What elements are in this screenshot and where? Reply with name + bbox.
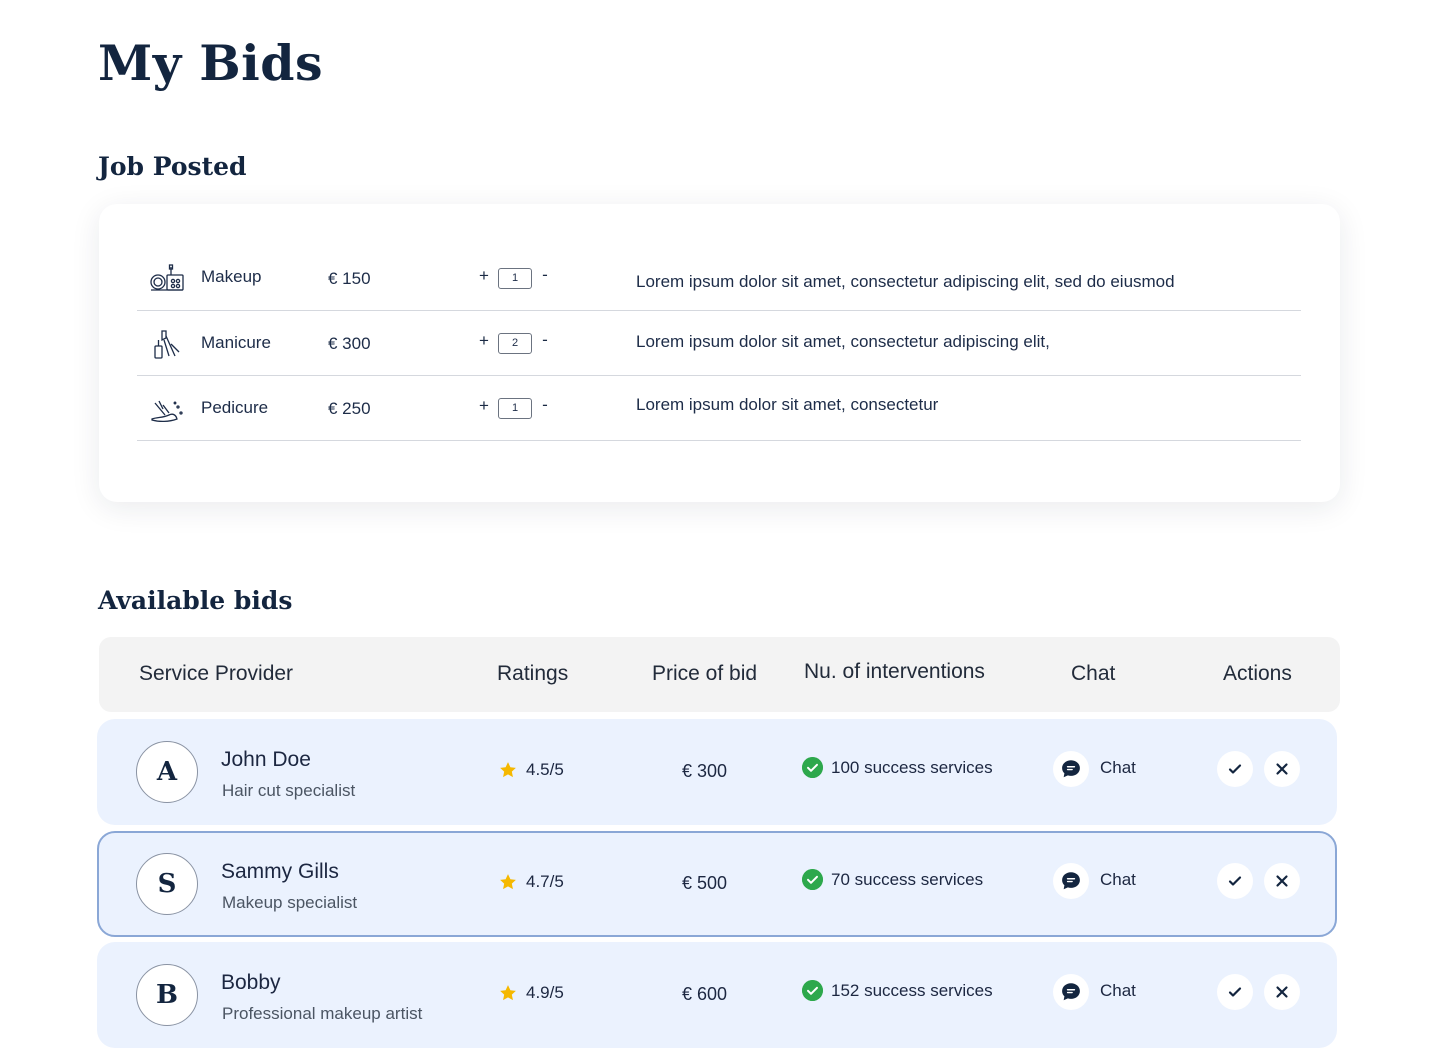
bid-row-selected[interactable]: S Sammy Gills Makeup specialist 4.7/5 € … — [97, 831, 1337, 937]
quantity-decrease-button[interactable]: - — [542, 330, 548, 349]
job-posted-title: Job Posted — [98, 152, 247, 181]
provider-role: Hair cut specialist — [222, 781, 356, 800]
service-price: € 300 — [328, 334, 371, 353]
chat-link[interactable]: Chat — [1100, 870, 1136, 889]
column-header-price: Price of bid — [652, 662, 758, 685]
column-header-ratings: Ratings — [497, 662, 569, 685]
bid-price: € 600 — [682, 984, 728, 1004]
service-name: Manicure — [201, 333, 271, 352]
chat-button[interactable] — [1053, 863, 1089, 899]
chat-button[interactable] — [1053, 751, 1089, 787]
column-header-interventions: Nu. of interventions — [804, 660, 985, 683]
interventions-count: 152 success services — [831, 981, 993, 1000]
interventions-count: 70 success services — [831, 870, 984, 889]
reject-bid-button[interactable] — [1264, 863, 1300, 899]
quantity-increase-button[interactable]: + — [479, 331, 489, 350]
page-title: My Bids — [98, 34, 324, 92]
service-price: € 250 — [328, 399, 371, 418]
bid-price: € 500 — [682, 873, 728, 893]
check-icon — [1228, 876, 1242, 886]
available-bids-title: Available bids — [98, 586, 293, 615]
quantity-decrease-button[interactable]: - — [542, 395, 548, 414]
avatar: B — [136, 964, 198, 1026]
provider-rating: 4.5/5 — [526, 760, 564, 779]
bid-row[interactable]: B Bobby Professional makeup artist 4.9/5… — [97, 942, 1337, 1048]
chat-button[interactable] — [1053, 974, 1089, 1010]
success-check-icon — [802, 869, 823, 890]
accept-bid-button[interactable] — [1217, 863, 1253, 899]
avatar: S — [136, 853, 198, 915]
bid-price: € 300 — [682, 761, 728, 781]
quantity-decrease-button[interactable]: - — [542, 265, 548, 284]
column-header-chat: Chat — [1071, 662, 1116, 685]
service-description: Lorem ipsum dolor sit amet, consectetur … — [636, 272, 1175, 291]
service-description: Lorem ipsum dolor sit amet, consectetur — [636, 395, 939, 414]
provider-rating: 4.7/5 — [526, 872, 564, 891]
provider-name: Sammy Gills — [221, 860, 339, 883]
quantity-increase-button[interactable]: + — [479, 396, 489, 415]
quantity-increase-button[interactable]: + — [479, 266, 489, 285]
chat-link[interactable]: Chat — [1100, 981, 1136, 1000]
star-icon — [500, 985, 516, 1001]
chat-bubble-icon — [1062, 983, 1080, 1001]
chat-bubble-icon — [1062, 872, 1080, 890]
provider-rating: 4.9/5 — [526, 983, 564, 1002]
provider-role: Professional makeup artist — [222, 1004, 423, 1023]
service-price: € 150 — [328, 269, 371, 288]
reject-bid-button[interactable] — [1264, 974, 1300, 1010]
makeup-icon — [150, 264, 184, 291]
check-icon — [1228, 764, 1242, 774]
interventions-count: 100 success services — [831, 758, 993, 777]
job-service-row: Pedicure € 250 + 1 - Lorem ipsum dolor s… — [137, 376, 1301, 441]
avatar: A — [136, 741, 198, 803]
close-icon — [1276, 986, 1288, 998]
job-service-row: Makeup € 150 + 1 - Lorem ipsum dolor sit… — [137, 246, 1301, 311]
service-name: Pedicure — [201, 398, 269, 417]
quantity-input[interactable]: 1 — [498, 268, 532, 289]
column-header-actions: Actions — [1223, 662, 1292, 685]
pedicure-icon — [151, 400, 183, 423]
close-icon — [1276, 763, 1288, 775]
service-name: Makeup — [201, 267, 262, 286]
service-description: Lorem ipsum dolor sit amet, consectetur … — [636, 332, 1050, 351]
close-icon — [1276, 875, 1288, 887]
check-icon — [1228, 987, 1242, 997]
provider-name: John Doe — [221, 748, 311, 771]
job-posted-card: Makeup € 150 + 1 - Lorem ipsum dolor sit… — [99, 204, 1340, 502]
quantity-input[interactable]: 2 — [498, 333, 532, 354]
chat-link[interactable]: Chat — [1100, 758, 1136, 777]
success-check-icon — [802, 980, 823, 1001]
accept-bid-button[interactable] — [1217, 974, 1253, 1010]
manicure-icon — [154, 330, 180, 359]
provider-name: Bobby — [221, 971, 281, 994]
job-service-row: Manicure € 300 + 2 - Lorem ipsum dolor s… — [137, 311, 1301, 376]
accept-bid-button[interactable] — [1217, 751, 1253, 787]
column-header-provider: Service Provider — [139, 662, 294, 685]
bids-table-header: Service Provider Ratings Price of bid Nu… — [99, 637, 1340, 712]
star-icon — [500, 874, 516, 890]
provider-role: Makeup specialist — [222, 893, 358, 912]
quantity-input[interactable]: 1 — [498, 398, 532, 419]
reject-bid-button[interactable] — [1264, 751, 1300, 787]
chat-bubble-icon — [1062, 760, 1080, 778]
bid-row[interactable]: A John Doe Hair cut specialist 4.5/5 € 3… — [97, 719, 1337, 825]
success-check-icon — [802, 757, 823, 778]
star-icon — [500, 762, 516, 778]
